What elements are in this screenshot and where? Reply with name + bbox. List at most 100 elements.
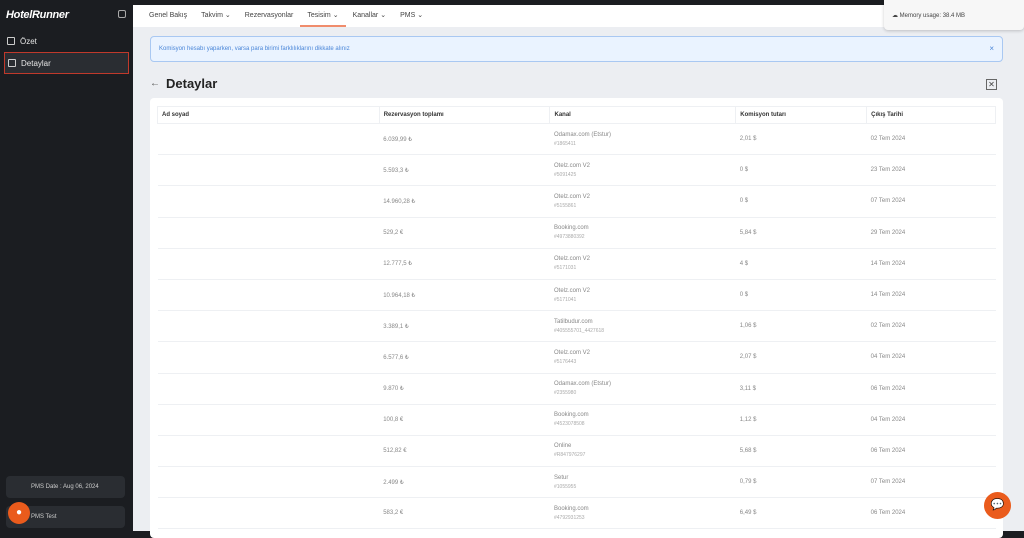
checkout-date: 14 Tem 2024 [870,260,906,267]
chevron-down-icon: ⌄ [380,12,387,19]
sidebar-item-label: Detaylar [21,58,51,68]
reservation-id: #1055955 [553,483,577,490]
commission-amount: 0 $ [739,292,749,299]
details-table-card: Ad soyad Rezervasyon toplamı Kanal Komisyon… [150,98,1003,538]
table-row[interactable]: 10.964,18 ₺ Otelz.com V2 #5171041 0 $ 14 Tem… [157,279,996,312]
nav-label: Tesisim [307,12,331,19]
reservation-id: #4523078508 [553,421,585,428]
pms-date: PMS Date : Aug 06, 2024 [6,476,125,498]
nav-genel-bakis[interactable]: Genel Bakış [149,12,188,19]
channel-name: Odamax.com (Etstur) [553,131,611,138]
document-icon [8,59,16,67]
table-row[interactable]: 512,82 € Online #R847976297 5,68 $ 06 Tem 20… [157,435,996,468]
chevron-down-icon: ⌄ [417,12,424,19]
column-header: Ad soyad [157,106,380,124]
checkout-date: 29 Tem 2024 [870,229,906,236]
reservation-id: #5155861 [553,202,577,209]
reservation-total: 529,2 € [383,229,404,236]
nav-label: Takvim [201,12,223,19]
nav-tesisim[interactable]: Tesisim ⌄ [300,5,346,27]
checkout-date: 04 Tem 2024 [870,416,906,423]
commission-amount: 0,79 $ [739,479,757,486]
checkout-date: 23 Tem 2024 [870,167,906,174]
channel-name: Otelz.com V2 [553,256,590,263]
commission-amount: 2,07 $ [739,354,757,361]
sidebar-item-detaylar[interactable]: Detaylar [4,52,129,74]
reservation-id: #R847976297 [553,452,586,459]
reservation-total: 12.777,5 ₺ [383,261,413,268]
nav-pms[interactable]: PMS ⌄ [393,5,430,27]
checkout-date: 06 Tem 2024 [870,447,906,454]
commission-amount: 0 $ [739,167,749,174]
pms-selector[interactable]: PMS Test [6,506,125,528]
top-nav: Genel Bakış Takvim ⌄ Rezervasyonlar Tesi… [133,5,1024,27]
reservation-id: #4792931253 [553,514,585,521]
channel-name: Otelz.com V2 [553,287,590,294]
checkout-date: 07 Tem 2024 [870,198,906,205]
chat-button[interactable]: 💬 [984,492,1011,519]
chevron-down-icon: ⌄ [332,12,339,19]
reservation-total: 6.039,99 ₺ [383,136,413,143]
sidebar-collapse-icon[interactable] [118,10,126,18]
table-row[interactable]: 6.577,6 ₺ Otelz.com V2 #5176443 2,07 $ 04 Te… [157,341,996,374]
cookie-icon[interactable]: ● [8,502,30,524]
channel-name: Booking.com [553,412,589,419]
commission-amount: 1,12 $ [739,416,757,423]
reservation-total: 100,8 € [383,416,404,423]
channel-name: Setur [553,474,569,481]
reservation-total: 14.960,28 ₺ [383,198,416,205]
channel-name: Tatilbudur.com [553,318,593,325]
nav-takvim[interactable]: Takvim ⌄ [194,5,238,27]
reservation-total: 10.964,18 ₺ [383,292,416,299]
channel-name: Online [553,443,572,450]
reservation-id: #4973880392 [553,234,585,241]
column-header: Rezervasyon toplamı [378,106,551,124]
reservation-id: #5171031 [553,265,577,272]
reservation-id: #5091425 [553,171,577,178]
alert-text: Komisyon hesabı yaparken, varsa para bir… [159,46,350,52]
nav-label: PMS [400,12,416,19]
reservation-total: 583,2 € [383,510,404,517]
checkout-date: 06 Tem 2024 [870,385,906,392]
table-row[interactable]: 6.039,99 ₺ Odamax.com (Etstur) #1865411 2,0… [157,123,996,156]
commission-amount: 0 $ [739,198,749,205]
table-row[interactable]: 100,8 € Booking.com #4523078508 1,12 $ 04 Te… [157,404,996,436]
page-title: Detaylar [166,76,218,91]
channel-name: Booking.com [553,225,589,232]
column-header: Komisyon tutarı [735,106,868,124]
channel-name: Otelz.com V2 [553,162,590,169]
back-arrow-icon[interactable]: ← [150,78,160,89]
sidebar-item-ozet[interactable]: Özet [4,30,129,52]
reservation-total: 9.870 ₺ [383,386,404,393]
table-row[interactable]: 12.777,5 ₺ Otelz.com V2 #5171031 4 $ 14 Tem … [157,248,996,280]
table-row[interactable]: 3.389,1 ₺ Tatilbudur.com #405555701_442761… [157,310,996,343]
checkout-date: 07 Tem 2024 [870,479,906,486]
close-icon[interactable]: × [989,44,994,53]
channel-name: Booking.com [553,505,589,512]
page-header: ← Detaylar [150,76,217,91]
sidebar: HotelRunner Özet Detaylar PMS Date : Aug… [0,0,133,531]
table-row[interactable]: 2.499 ₺ Setur #1055955 0,79 $ 07 Tem 2024 [157,466,996,499]
chat-icon: 💬 [990,499,1005,511]
table-row[interactable]: 5.593,3 ₺ Otelz.com V2 #5091425 0 $ 23 Tem 2… [157,154,996,187]
nav-kanallar[interactable]: Kanallar ⌄ [346,5,394,27]
reservation-total: 3.389,1 ₺ [383,323,409,330]
channel-name: Otelz.com V2 [553,193,590,200]
table-row[interactable]: 529,2 € Booking.com #4973880392 5,84 $ 29 Te… [157,217,996,249]
memory-usage: Memory usage: 38.4 MB [899,13,966,19]
excel-export-icon[interactable]: ✕ [986,79,997,90]
document-icon [7,37,15,45]
commission-amount: 6,49 $ [739,510,757,517]
table-row[interactable]: 14.960,28 ₺ Otelz.com V2 #5155861 0 $ 07 Tem… [157,185,996,218]
chevron-down-icon: ⌄ [224,12,231,19]
info-alert: Komisyon hesabı yaparken, varsa para bir… [150,36,1003,62]
nav-rezervasyonlar[interactable]: Rezervasyonlar [244,12,294,19]
channel-name: Odamax.com (Etstur) [553,381,611,388]
checkout-date: 02 Tem 2024 [870,136,906,143]
table-row[interactable]: 583,2 € Booking.com #4792931253 6,49 $ 06 Te… [157,497,996,530]
reservation-total: 2.499 ₺ [383,479,404,486]
commission-amount: 5,84 $ [739,229,757,236]
commission-amount: 4 $ [739,260,749,267]
table-row[interactable]: 9.870 ₺ Odamax.com (Etstur) #2355980 3,11 $… [157,373,996,405]
reservation-total: 6.577,6 ₺ [383,354,409,361]
